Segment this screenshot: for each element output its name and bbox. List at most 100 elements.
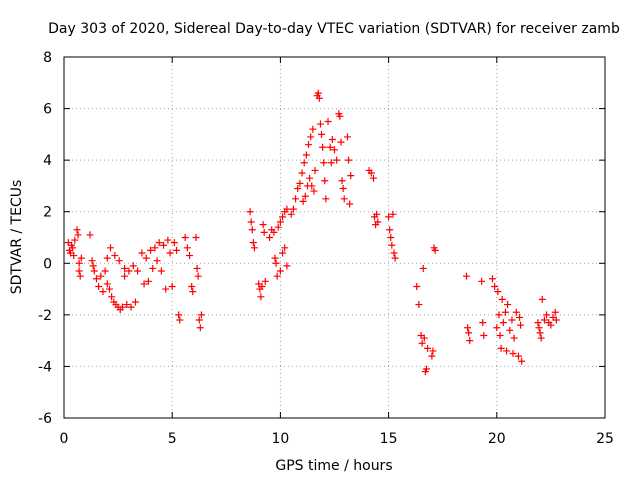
data-point-marker xyxy=(149,264,157,272)
data-point-marker xyxy=(97,272,105,280)
data-point-marker xyxy=(192,234,200,241)
data-point-marker xyxy=(503,347,511,355)
data-point-marker xyxy=(99,288,107,296)
data-point-marker xyxy=(512,308,520,316)
data-point-marker xyxy=(166,249,174,257)
data-point-marker xyxy=(508,316,516,324)
data-point-marker xyxy=(75,259,83,267)
data-point-marker xyxy=(273,272,281,280)
y-tick-label: -2 xyxy=(38,308,52,324)
data-point-marker xyxy=(367,169,375,177)
data-point-marker xyxy=(296,179,304,187)
data-point-marker xyxy=(294,185,302,193)
data-point-marker xyxy=(321,177,329,185)
data-point-marker xyxy=(535,324,543,332)
data-point-marker xyxy=(509,350,517,358)
data-point-marker xyxy=(494,288,502,296)
data-point-marker xyxy=(318,130,326,138)
data-point-marker xyxy=(488,275,496,283)
data-point-marker xyxy=(103,254,111,262)
data-point-marker xyxy=(428,352,436,360)
data-point-marker xyxy=(514,352,522,360)
data-point-marker xyxy=(95,282,103,290)
data-point-marker xyxy=(302,151,310,159)
data-point-marker xyxy=(249,239,257,247)
data-point-marker xyxy=(315,94,323,102)
data-point-marker xyxy=(345,156,353,164)
data-point-marker xyxy=(431,246,439,254)
data-point-marker xyxy=(343,133,351,141)
data-point-marker xyxy=(495,311,503,319)
data-point-marker xyxy=(346,200,354,208)
data-point-marker xyxy=(75,267,83,275)
data-point-marker xyxy=(418,339,426,347)
data-point-marker xyxy=(188,282,196,290)
data-point-marker xyxy=(326,143,334,151)
data-point-marker xyxy=(283,205,291,213)
data-point-marker xyxy=(88,257,96,265)
data-point-marker xyxy=(504,301,512,309)
data-point-marker xyxy=(314,89,322,97)
data-point-marker xyxy=(274,223,282,231)
x-tick-label: 20 xyxy=(488,431,506,447)
data-point-marker xyxy=(324,117,332,125)
data-point-marker xyxy=(336,112,344,120)
data-point-marker xyxy=(327,159,335,167)
data-point-marker xyxy=(140,280,148,288)
data-point-marker xyxy=(70,252,78,260)
data-point-marker xyxy=(115,257,123,265)
data-point-marker xyxy=(463,272,471,280)
data-point-marker xyxy=(111,252,119,260)
data-point-marker xyxy=(419,264,427,272)
data-point-marker xyxy=(276,267,284,275)
x-tick-label: 25 xyxy=(596,431,614,447)
data-point-marker xyxy=(259,221,267,229)
data-point-marker xyxy=(164,236,172,244)
x-axis-label: GPS time / hours xyxy=(275,458,392,474)
data-point-marker xyxy=(162,285,170,293)
data-point-marker xyxy=(193,264,201,272)
data-points xyxy=(64,89,560,376)
data-point-marker xyxy=(464,324,472,332)
data-point-marker xyxy=(69,244,77,252)
data-point-marker xyxy=(281,244,289,252)
data-point-marker xyxy=(103,280,111,288)
data-point-marker xyxy=(129,262,137,270)
data-point-marker xyxy=(424,344,432,352)
data-point-marker xyxy=(289,205,297,213)
y-tick-label: 6 xyxy=(43,102,52,118)
data-point-marker xyxy=(391,254,399,262)
axis-ticks xyxy=(63,56,606,419)
data-point-marker xyxy=(497,344,505,352)
data-point-marker xyxy=(311,166,319,174)
data-point-marker xyxy=(105,285,113,293)
data-point-marker xyxy=(186,252,194,260)
data-point-marker xyxy=(287,210,295,218)
data-point-marker xyxy=(501,308,509,316)
data-point-marker xyxy=(320,159,328,167)
data-point-marker xyxy=(387,234,395,241)
data-point-marker xyxy=(196,324,204,332)
data-point-marker xyxy=(270,228,278,236)
data-point-marker xyxy=(328,136,336,144)
y-axis-label: SDTVAR / TECUs xyxy=(9,180,25,295)
data-point-marker xyxy=(261,277,269,285)
data-point-marker xyxy=(339,185,347,193)
data-point-marker xyxy=(493,324,501,332)
data-point-marker xyxy=(276,218,284,226)
data-point-marker xyxy=(319,143,327,151)
data-point-marker xyxy=(272,259,280,267)
data-point-marker xyxy=(552,316,560,324)
data-point-marker xyxy=(316,120,324,128)
data-point-marker xyxy=(543,311,551,319)
data-point-marker xyxy=(246,208,254,216)
data-point-marker xyxy=(306,174,314,182)
data-point-marker xyxy=(257,293,265,301)
data-point-marker xyxy=(138,249,146,257)
data-point-marker xyxy=(310,187,318,195)
data-point-marker xyxy=(347,172,355,180)
data-point-marker xyxy=(340,195,348,203)
plot-frame xyxy=(63,56,606,419)
data-point-marker xyxy=(279,213,287,221)
data-point-marker xyxy=(247,218,255,226)
